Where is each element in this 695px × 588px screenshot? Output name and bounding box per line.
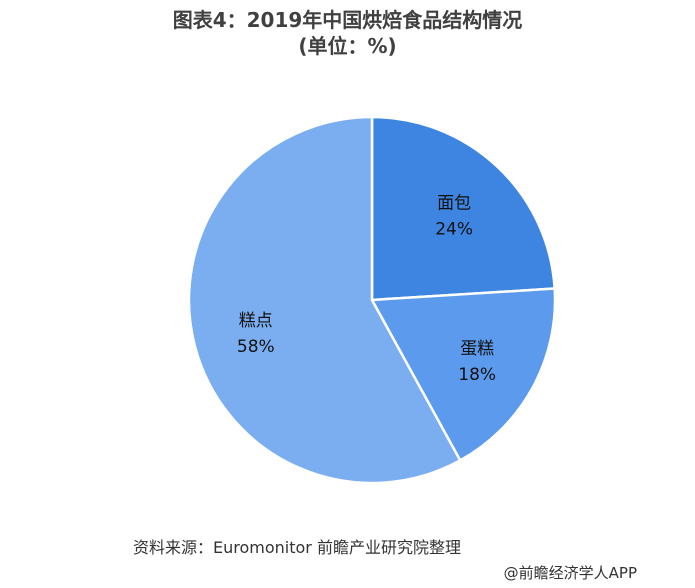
source-note: 资料来源：Euromonitor 前瞻产业研究院整理 [133, 538, 461, 557]
slice-category-label-2: 蛋糕 [460, 339, 494, 359]
credit-note: @前瞻经济学人APP [503, 564, 637, 582]
pie-slice-3 [187, 115, 462, 485]
slice-category-label-1: 面包 [437, 194, 471, 214]
slice-value-label-2: 18% [458, 365, 496, 385]
pie-slice-1 [370, 115, 556, 302]
pie-slices [187, 115, 557, 485]
slice-value-label-3: 58% [237, 337, 275, 357]
chart-title: 图表4：2019年中国烘焙食品结构情况 [172, 8, 523, 32]
slice-value-label-1: 24% [435, 220, 473, 240]
chart-subtitle-unit: (单位：%) [298, 34, 397, 58]
slice-category-label-3: 糕点 [239, 311, 273, 331]
pie-slice-2 [369, 287, 557, 463]
pie-labels: 面包 24% 蛋糕 18% 糕点 58% [237, 194, 496, 385]
